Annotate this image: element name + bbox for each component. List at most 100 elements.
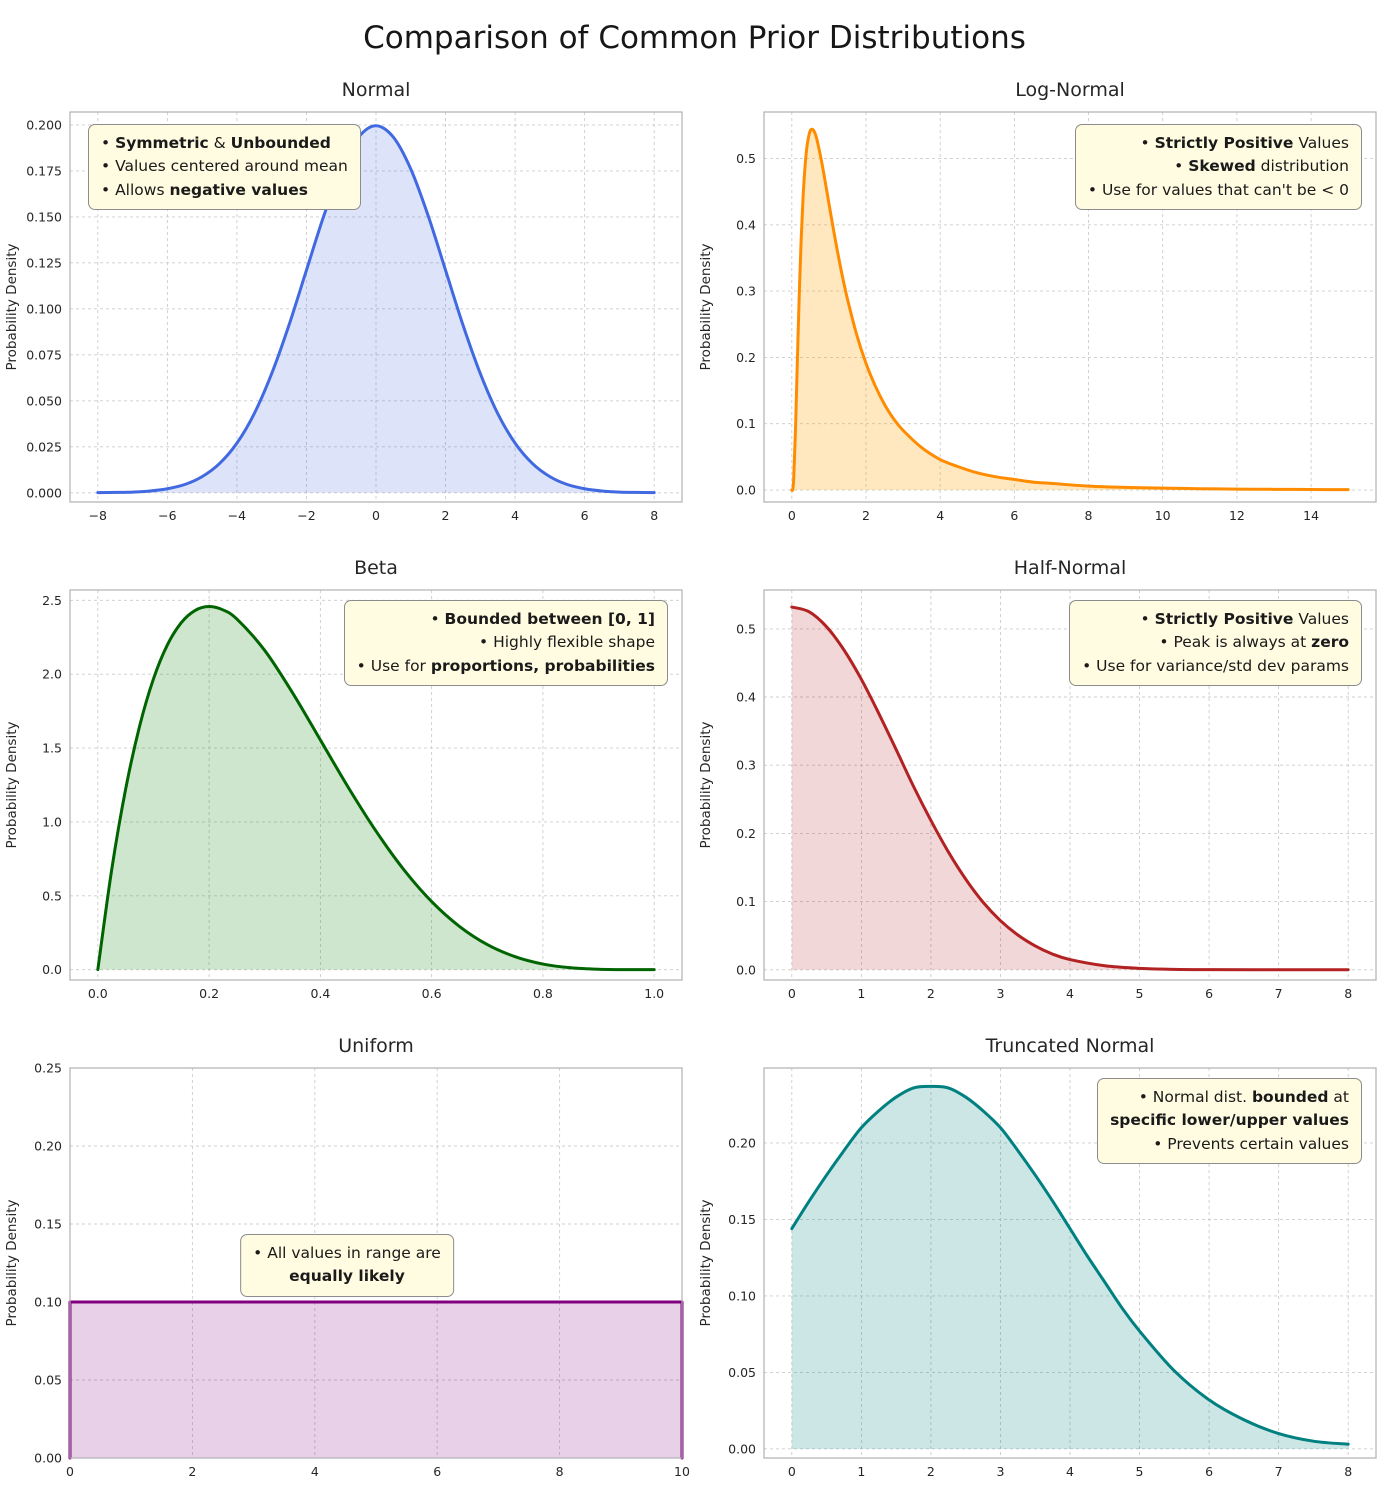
svg-text:0: 0	[788, 986, 796, 1001]
charts-grid: −8 −6 −4 −2 0 2 4 6 8 0.000 0.025 0.050 0.075 0.100 0.…	[0, 66, 1389, 1500]
annotation-line: • Skewed distribution	[1174, 157, 1349, 176]
svg-text:Truncated Normal: Truncated Normal	[985, 1035, 1155, 1057]
annotation-line: equally likely	[289, 1267, 405, 1286]
svg-text:Uniform: Uniform	[338, 1035, 414, 1057]
svg-text:0: 0	[788, 1464, 796, 1479]
svg-text:1.5: 1.5	[42, 741, 62, 756]
svg-text:0: 0	[66, 1464, 74, 1479]
svg-text:8: 8	[1085, 508, 1093, 523]
svg-text:7: 7	[1275, 986, 1283, 1001]
svg-text:2: 2	[927, 1464, 935, 1479]
svg-text:0.150: 0.150	[26, 209, 62, 224]
svg-text:4: 4	[311, 1464, 319, 1479]
svg-text:Probability Density: Probability Density	[698, 244, 714, 371]
svg-text:0.1: 0.1	[736, 894, 756, 909]
svg-text:2.0: 2.0	[42, 667, 62, 682]
svg-text:0.2: 0.2	[736, 350, 756, 365]
annotation-line: • Bounded between [0, 1]	[430, 610, 655, 628]
annotation-line: • Symmetric & Unbounded	[101, 134, 331, 152]
annotation-line: • Highly flexible shape	[479, 633, 655, 652]
svg-text:Probability Density: Probability Density	[4, 244, 20, 371]
page-title: Comparison of Common Prior Distributions	[363, 20, 1026, 56]
svg-text:8: 8	[650, 508, 658, 523]
svg-text:0.20: 0.20	[728, 1135, 756, 1150]
annotation-line: • Use for proportions, probabilities	[356, 656, 655, 675]
annotation-line: • Use for variance/std dev params	[1082, 656, 1349, 675]
svg-text:3: 3	[997, 1464, 1005, 1479]
chart-cell-truncated-normal: 0 1 2 3 4 5 6 7 8 0.00 0.05 0.10 0.15 0.20 Truncated N…	[694, 1022, 1388, 1500]
svg-text:0.200: 0.200	[26, 117, 62, 132]
svg-text:6: 6	[581, 508, 589, 523]
svg-text:8: 8	[1344, 986, 1352, 1001]
svg-text:8: 8	[1344, 1464, 1352, 1479]
svg-text:3: 3	[997, 986, 1005, 1001]
svg-text:0.000: 0.000	[26, 485, 62, 500]
svg-text:Log-Normal: Log-Normal	[1015, 79, 1125, 101]
svg-text:0.4: 0.4	[736, 217, 756, 232]
svg-text:0.125: 0.125	[26, 255, 62, 270]
svg-text:0.0: 0.0	[736, 962, 756, 977]
chart-cell-beta: 0.0 0.2 0.4 0.6 0.8 1.0 0.0 0.5 1.0 1.5 2.0 2.5 Beta…	[0, 544, 694, 1022]
svg-text:0.20: 0.20	[34, 1139, 62, 1154]
svg-text:2: 2	[188, 1464, 196, 1479]
svg-text:6: 6	[1010, 508, 1018, 523]
svg-text:1: 1	[857, 1464, 865, 1479]
svg-text:0.15: 0.15	[34, 1217, 62, 1232]
svg-text:6: 6	[1205, 1464, 1213, 1479]
svg-text:0.2: 0.2	[736, 826, 756, 841]
svg-text:0.05: 0.05	[728, 1365, 756, 1380]
svg-text:0.6: 0.6	[422, 986, 442, 1001]
svg-text:0.075: 0.075	[26, 347, 62, 362]
svg-text:Probability Density: Probability Density	[698, 1200, 714, 1327]
svg-text:2: 2	[927, 986, 935, 1001]
svg-text:0.4: 0.4	[736, 690, 756, 705]
svg-text:0: 0	[788, 508, 796, 523]
svg-text:Half-Normal: Half-Normal	[1014, 557, 1126, 579]
annotation-line: • Strictly Positive Values	[1140, 610, 1349, 628]
svg-text:Probability Density: Probability Density	[4, 722, 20, 849]
annotation-uniform: • All values in range are equally likely	[240, 1234, 454, 1297]
annotation-line: • All values in range are	[253, 1244, 441, 1262]
svg-text:0.025: 0.025	[26, 439, 62, 454]
svg-text:1.0: 1.0	[644, 986, 664, 1001]
svg-text:0.1: 0.1	[736, 416, 756, 431]
svg-text:4: 4	[1066, 1464, 1074, 1479]
svg-text:0.15: 0.15	[728, 1212, 756, 1227]
svg-text:2: 2	[862, 508, 870, 523]
annotation-log-normal: • Strictly Positive Values • Skewed distr…	[1074, 124, 1362, 210]
svg-text:0.25: 0.25	[34, 1061, 62, 1076]
svg-text:12: 12	[1229, 508, 1245, 523]
svg-text:10: 10	[1155, 508, 1171, 523]
svg-text:6: 6	[433, 1464, 441, 1479]
svg-text:−6: −6	[158, 508, 176, 523]
svg-text:0.3: 0.3	[736, 284, 756, 299]
svg-text:0.00: 0.00	[34, 1451, 62, 1466]
annotation-line: • Allows negative values	[101, 180, 308, 199]
annotation-truncated-normal: • Normal dist. bounded at specific lower/…	[1097, 1078, 1362, 1164]
svg-text:5: 5	[1136, 1464, 1144, 1479]
svg-text:Probability Density: Probability Density	[4, 1200, 20, 1327]
svg-text:14: 14	[1303, 508, 1319, 523]
annotation-line: • Normal dist. bounded at	[1138, 1088, 1349, 1106]
svg-text:0.10: 0.10	[728, 1288, 756, 1303]
annotation-beta: • Bounded between [0, 1] • Highly flexibl…	[343, 600, 668, 686]
chart-uniform: 0 2 4 6 8 10 0.00 0.05 0.10 0.15 0.20 0.25 Uniform Pr…	[4, 1035, 690, 1479]
svg-text:−8: −8	[89, 508, 107, 523]
chart-cell-uniform: 0 2 4 6 8 10 0.00 0.05 0.10 0.15 0.20 0.25 Uniform Pr…	[0, 1022, 694, 1500]
annotation-line: • Strictly Positive Values	[1140, 134, 1349, 152]
svg-text:1: 1	[857, 986, 865, 1001]
svg-text:0.5: 0.5	[736, 621, 756, 636]
svg-text:−4: −4	[228, 508, 246, 523]
svg-text:0.05: 0.05	[34, 1373, 62, 1388]
svg-text:0.10: 0.10	[34, 1295, 62, 1310]
svg-text:0.175: 0.175	[26, 163, 62, 178]
svg-text:6: 6	[1205, 986, 1213, 1001]
svg-text:0.5: 0.5	[42, 888, 62, 903]
svg-text:10: 10	[674, 1464, 690, 1479]
chart-cell-log-normal: 0 2 4 6 8 10 12 14 0.0 0.1 0.2 0.3 0.4 0.5 Log-Normal P…	[694, 66, 1388, 544]
svg-text:1.0: 1.0	[42, 814, 62, 829]
svg-text:4: 4	[936, 508, 944, 523]
svg-text:Beta: Beta	[354, 557, 398, 579]
svg-text:Probability Density: Probability Density	[698, 722, 714, 849]
svg-text:0.00: 0.00	[728, 1441, 756, 1456]
